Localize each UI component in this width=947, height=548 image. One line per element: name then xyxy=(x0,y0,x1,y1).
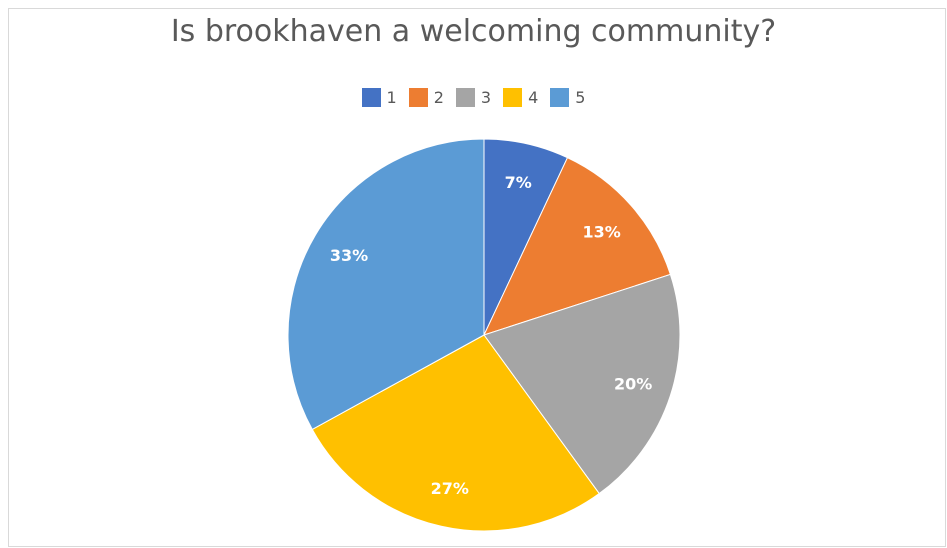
data-label-5: 33% xyxy=(330,246,368,265)
legend-item-3: 3 xyxy=(455,88,492,107)
legend-label-4: 4 xyxy=(528,88,539,107)
pie-slice-4 xyxy=(311,334,600,532)
legend-item-1: 1 xyxy=(361,88,397,107)
data-label-1: 7% xyxy=(505,173,532,192)
pie-slice-5 xyxy=(287,138,485,431)
chart-title: Is brookhaven a welcoming community? xyxy=(170,14,777,49)
pie-slice-3 xyxy=(483,273,681,495)
legend-item-4: 4 xyxy=(503,88,538,107)
data-label-3: 20% xyxy=(614,374,652,393)
legend: 1 2 3 4 5 xyxy=(0,88,947,107)
legend-swatch-3 xyxy=(455,88,475,107)
legend-label-3: 3 xyxy=(480,88,492,107)
legend-swatch-5 xyxy=(550,88,570,107)
legend-item-2: 2 xyxy=(408,88,444,107)
legend-swatch-1 xyxy=(361,88,381,107)
legend-label-1: 1 xyxy=(386,88,397,107)
legend-swatch-2 xyxy=(408,88,428,107)
data-label-4: 27% xyxy=(431,479,469,498)
data-label-2: 13% xyxy=(582,222,620,241)
pie-slice-2 xyxy=(483,156,672,336)
legend-label-2: 2 xyxy=(433,88,444,107)
legend-swatch-4 xyxy=(503,88,523,107)
legend-item-5: 5 xyxy=(550,88,585,107)
legend-label-5: 5 xyxy=(575,88,586,107)
